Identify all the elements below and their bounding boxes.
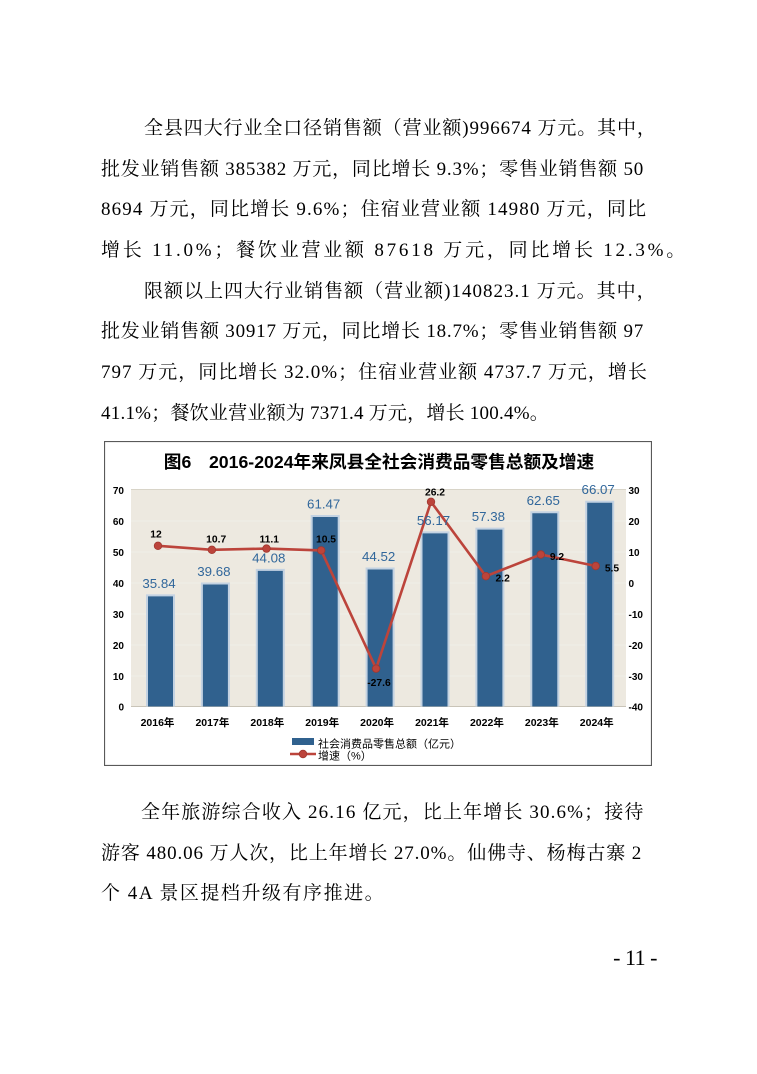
svg-text:10: 10 xyxy=(629,548,641,559)
svg-text:0: 0 xyxy=(629,579,635,590)
svg-text:-10: -10 xyxy=(629,610,644,621)
svg-text:-27.6: -27.6 xyxy=(367,678,391,689)
svg-text:35.84: 35.84 xyxy=(142,576,175,591)
svg-text:61.47: 61.47 xyxy=(307,497,340,512)
svg-text:图6 2016-2024年来凤县全社会消费品零售总额及增速: 图6 2016-2024年来凤县全社会消费品零售总额及增速 xyxy=(164,451,595,472)
svg-text:2.2: 2.2 xyxy=(496,573,511,584)
svg-text:2024年: 2024年 xyxy=(580,716,614,729)
svg-text:2023年: 2023年 xyxy=(525,716,559,729)
svg-text:70: 70 xyxy=(113,486,125,497)
svg-text:2019年: 2019年 xyxy=(305,716,339,729)
svg-text:57.38: 57.38 xyxy=(472,509,505,524)
svg-text:20: 20 xyxy=(113,641,125,652)
svg-text:60: 60 xyxy=(113,517,125,528)
svg-text:30: 30 xyxy=(113,610,125,621)
svg-text:44.08: 44.08 xyxy=(252,550,285,565)
svg-text:增速（%）: 增速（%） xyxy=(318,749,372,763)
svg-text:0: 0 xyxy=(118,703,124,714)
svg-text:2022年: 2022年 xyxy=(470,716,504,729)
svg-text:56.17: 56.17 xyxy=(417,513,450,528)
svg-text:2016年: 2016年 xyxy=(141,716,175,729)
svg-text:11.1: 11.1 xyxy=(259,534,279,545)
svg-text:66.07: 66.07 xyxy=(582,482,615,497)
svg-text:44.52: 44.52 xyxy=(362,549,395,564)
svg-text:30: 30 xyxy=(629,486,641,497)
svg-text:-20: -20 xyxy=(629,641,644,652)
svg-text:2017年: 2017年 xyxy=(195,716,229,729)
svg-text:26.2: 26.2 xyxy=(425,487,445,498)
svg-text:5.5: 5.5 xyxy=(605,563,620,574)
svg-text:39.68: 39.68 xyxy=(197,564,230,579)
svg-text:10.7: 10.7 xyxy=(206,535,226,546)
svg-text:50: 50 xyxy=(113,548,125,559)
svg-text:20: 20 xyxy=(629,517,641,528)
svg-text:2020年: 2020年 xyxy=(360,716,394,729)
svg-text:-30: -30 xyxy=(629,672,644,683)
svg-text:62.65: 62.65 xyxy=(527,493,560,508)
svg-text:40: 40 xyxy=(113,579,125,590)
svg-text:12: 12 xyxy=(150,530,162,541)
svg-text:-40: -40 xyxy=(629,703,644,714)
svg-text:社会消费品零售总额（亿元）: 社会消费品零售总额（亿元） xyxy=(318,737,461,751)
svg-text:2021年: 2021年 xyxy=(415,716,449,729)
svg-text:2018年: 2018年 xyxy=(250,716,284,729)
svg-text:10: 10 xyxy=(113,672,125,683)
svg-text:10.5: 10.5 xyxy=(316,534,336,545)
svg-text:9.2: 9.2 xyxy=(550,552,565,563)
